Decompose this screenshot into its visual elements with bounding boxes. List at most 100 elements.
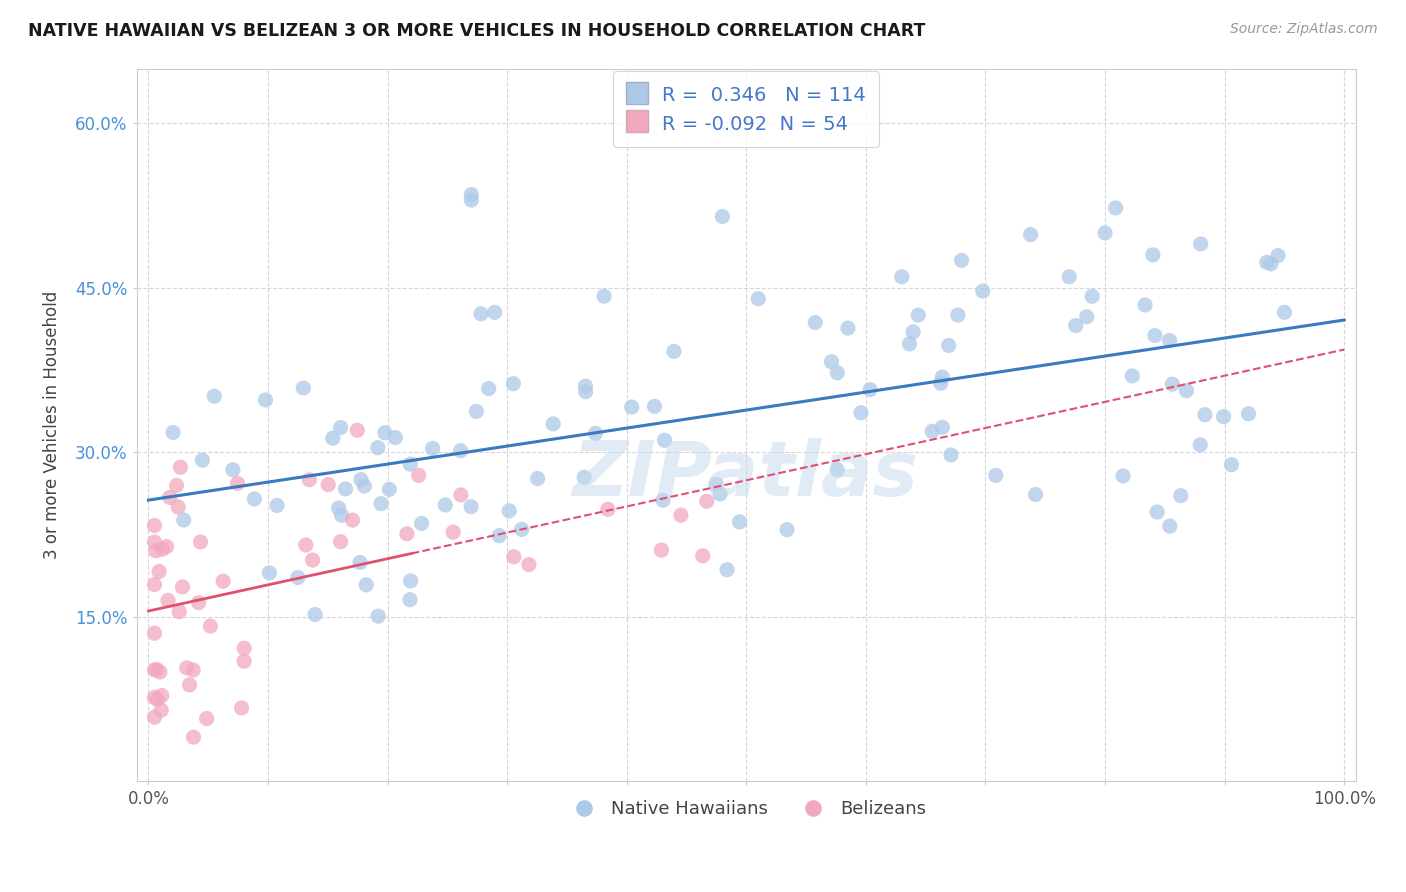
Point xyxy=(374,425,396,440)
Point xyxy=(395,526,418,541)
Point xyxy=(460,187,482,202)
Point xyxy=(367,441,389,455)
Point xyxy=(929,376,952,391)
Point xyxy=(329,534,352,549)
Point xyxy=(233,654,256,668)
Point xyxy=(231,701,253,715)
Point xyxy=(159,491,181,505)
Point xyxy=(1159,519,1181,533)
Point xyxy=(984,468,1007,483)
Point xyxy=(728,515,751,529)
Point xyxy=(183,730,205,744)
Point xyxy=(825,366,848,380)
Point xyxy=(711,210,734,224)
Point xyxy=(484,305,506,319)
Point xyxy=(441,525,464,540)
Point xyxy=(907,308,929,322)
Point xyxy=(329,420,352,434)
Point xyxy=(145,543,167,558)
Point xyxy=(1146,505,1168,519)
Point xyxy=(378,483,401,497)
Point xyxy=(460,193,482,207)
Point xyxy=(921,425,943,439)
Point xyxy=(166,478,188,492)
Point xyxy=(143,535,166,549)
Point xyxy=(330,508,353,523)
Point xyxy=(950,253,973,268)
Point xyxy=(167,605,190,619)
Point xyxy=(450,488,472,502)
Point xyxy=(169,460,191,475)
Point xyxy=(859,383,882,397)
Point xyxy=(574,379,596,393)
Point xyxy=(157,593,180,607)
Point xyxy=(434,498,457,512)
Point xyxy=(972,284,994,298)
Point xyxy=(709,487,731,501)
Point xyxy=(233,641,256,656)
Point xyxy=(488,529,510,543)
Point xyxy=(335,482,357,496)
Point xyxy=(1057,269,1080,284)
Point xyxy=(143,626,166,640)
Point xyxy=(1121,368,1143,383)
Point xyxy=(716,563,738,577)
Point xyxy=(1189,438,1212,452)
Point xyxy=(1094,226,1116,240)
Point xyxy=(1260,257,1282,271)
Point xyxy=(890,269,912,284)
Point xyxy=(353,479,375,493)
Point xyxy=(367,609,389,624)
Point xyxy=(1112,469,1135,483)
Point xyxy=(662,344,685,359)
Point xyxy=(450,443,472,458)
Point xyxy=(200,619,222,633)
Text: ZIPatlas: ZIPatlas xyxy=(574,438,920,512)
Legend: Native Hawaiians, Belizeans: Native Hawaiians, Belizeans xyxy=(560,793,934,825)
Point xyxy=(502,549,524,564)
Point xyxy=(143,710,166,724)
Point xyxy=(898,336,921,351)
Point xyxy=(202,389,225,403)
Point xyxy=(298,473,321,487)
Point xyxy=(704,477,727,491)
Point xyxy=(820,355,842,369)
Point xyxy=(652,493,675,508)
Point xyxy=(254,392,277,407)
Point xyxy=(162,425,184,440)
Point xyxy=(593,289,616,303)
Point xyxy=(931,370,953,384)
Point xyxy=(1025,487,1047,501)
Point xyxy=(1142,248,1164,262)
Point xyxy=(526,471,548,485)
Point xyxy=(408,468,430,483)
Point xyxy=(143,690,166,705)
Point xyxy=(849,406,872,420)
Point xyxy=(470,307,492,321)
Point xyxy=(1104,201,1126,215)
Point xyxy=(502,376,524,391)
Point xyxy=(259,566,281,580)
Point xyxy=(465,404,488,418)
Point xyxy=(692,549,714,563)
Point xyxy=(498,504,520,518)
Point xyxy=(669,508,692,523)
Point xyxy=(172,580,194,594)
Point xyxy=(322,431,344,445)
Point xyxy=(295,538,318,552)
Point xyxy=(1220,458,1243,472)
Point xyxy=(181,663,204,677)
Point xyxy=(696,494,718,508)
Point xyxy=(1267,248,1289,262)
Point xyxy=(901,325,924,339)
Point xyxy=(328,501,350,516)
Point xyxy=(575,384,598,399)
Point xyxy=(287,570,309,584)
Point xyxy=(143,663,166,677)
Point xyxy=(354,578,377,592)
Point xyxy=(155,540,177,554)
Point xyxy=(825,463,848,477)
Point xyxy=(1189,236,1212,251)
Point xyxy=(620,400,643,414)
Point xyxy=(146,692,169,706)
